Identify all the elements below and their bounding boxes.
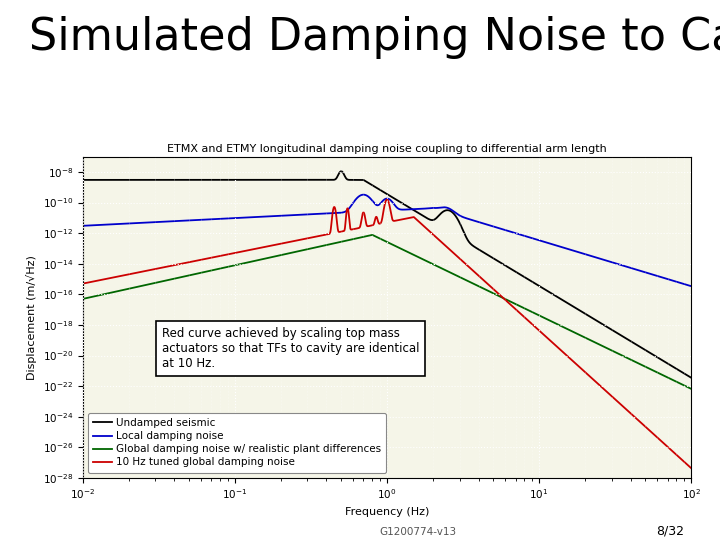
Undamped seismic xyxy=(337,168,346,174)
Global damping noise w/ realistic plant differences xyxy=(687,386,696,392)
10 Hz tuned global damping noise xyxy=(474,273,483,279)
Text: Simulated Damping Noise to Cavity: Simulated Damping Noise to Cavity xyxy=(29,16,720,59)
Undamped seismic xyxy=(444,207,452,213)
10 Hz tuned global damping noise xyxy=(383,197,392,203)
Global damping noise w/ realistic plant differences xyxy=(533,311,541,318)
10 Hz tuned global damping noise xyxy=(533,325,541,332)
Global damping noise w/ realistic plant differences xyxy=(368,232,377,238)
Local damping noise xyxy=(359,191,368,198)
Line: 10 Hz tuned global damping noise: 10 Hz tuned global damping noise xyxy=(83,200,691,468)
Local damping noise xyxy=(444,205,452,211)
Global damping noise w/ realistic plant differences xyxy=(189,271,197,278)
Undamped seismic xyxy=(533,281,541,288)
Local damping noise xyxy=(189,217,197,224)
10 Hz tuned global damping noise xyxy=(311,234,320,240)
Text: Red curve achieved by scaling top mass
actuators so that TFs to cavity are ident: Red curve achieved by scaling top mass a… xyxy=(162,327,419,370)
Undamped seismic xyxy=(687,374,696,381)
Local damping noise xyxy=(474,219,483,225)
Undamped seismic xyxy=(579,309,588,316)
Line: Global damping noise w/ realistic plant differences: Global damping noise w/ realistic plant … xyxy=(83,235,691,389)
Line: Undamped seismic: Undamped seismic xyxy=(83,171,691,377)
Local damping noise xyxy=(687,283,696,289)
Legend: Undamped seismic, Local damping noise, Global damping noise w/ realistic plant d: Undamped seismic, Local damping noise, G… xyxy=(88,413,387,472)
Local damping noise xyxy=(311,211,320,217)
Undamped seismic xyxy=(474,246,483,253)
10 Hz tuned global damping noise xyxy=(687,465,696,471)
Undamped seismic xyxy=(311,177,320,183)
Text: G1200774-v13: G1200774-v13 xyxy=(379,526,456,537)
10 Hz tuned global damping noise xyxy=(189,258,197,265)
10 Hz tuned global damping noise xyxy=(444,245,452,251)
Text: 8/32: 8/32 xyxy=(656,524,684,538)
Undamped seismic xyxy=(78,177,87,183)
Local damping noise xyxy=(78,222,87,229)
Global damping noise w/ realistic plant differences xyxy=(311,244,320,251)
10 Hz tuned global damping noise xyxy=(579,367,588,374)
Title: ETMX and ETMY longitudinal damping noise coupling to differential arm length: ETMX and ETMY longitudinal damping noise… xyxy=(167,144,607,154)
Global damping noise w/ realistic plant differences xyxy=(444,268,452,274)
Local damping noise xyxy=(533,237,541,243)
Global damping noise w/ realistic plant differences xyxy=(474,283,483,289)
X-axis label: Frequency (Hz): Frequency (Hz) xyxy=(345,507,429,517)
Global damping noise w/ realistic plant differences xyxy=(579,333,588,340)
Y-axis label: Displacement (m/√Hz): Displacement (m/√Hz) xyxy=(27,255,37,380)
Global damping noise w/ realistic plant differences xyxy=(78,296,87,302)
Undamped seismic xyxy=(189,177,197,183)
Line: Local damping noise: Local damping noise xyxy=(83,194,691,286)
Local damping noise xyxy=(579,251,588,257)
10 Hz tuned global damping noise xyxy=(78,280,87,287)
